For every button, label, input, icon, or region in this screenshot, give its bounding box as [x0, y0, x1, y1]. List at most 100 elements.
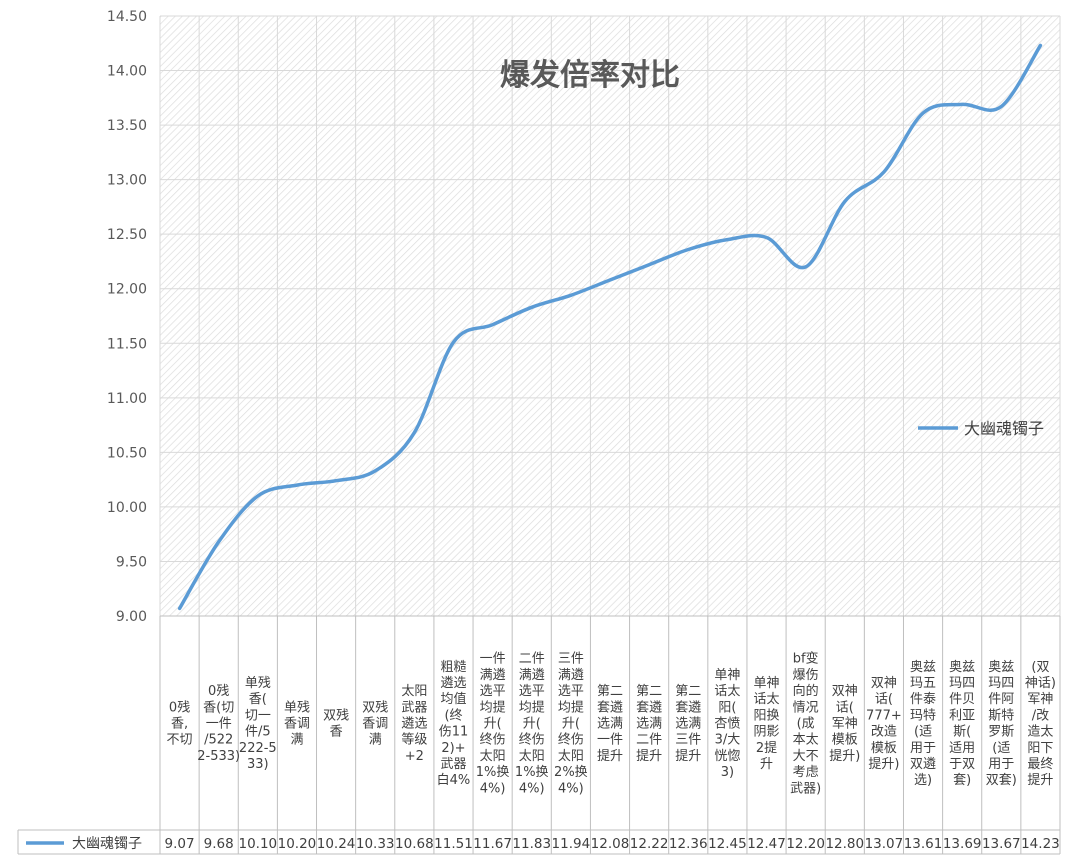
table-value-cell: 14.23	[1021, 836, 1060, 852]
category-label: 奥兹玛五件泰玛特 (适用于双遴选)	[910, 660, 936, 788]
category-label-line: 0残	[208, 684, 229, 699]
category-label-line: 白4%	[437, 772, 471, 788]
category-label-line: +2	[405, 749, 424, 764]
category-label: 奥兹玛四件阿斯特罗斯(适用于双套)	[986, 660, 1017, 788]
category-label-line: 神话)	[1025, 676, 1056, 691]
category-label-line: 双残	[323, 708, 349, 723]
table-value-cell: 12.20	[786, 836, 825, 852]
category-label-line: 终伤	[558, 732, 584, 748]
category-label-line: (适	[992, 741, 1010, 756]
table-series-name: 大幽魂镯子	[72, 836, 142, 852]
category-label-line: 本太	[793, 733, 819, 748]
category-label-line: 2%换	[554, 765, 588, 780]
category-label-line: 斯特	[988, 708, 1014, 723]
category-label: 双残香	[323, 708, 349, 739]
category-label-line: 单残	[284, 700, 310, 715]
category-label-line: 香调	[362, 717, 388, 732]
category-label-line: 升(	[484, 717, 502, 732]
category-label-line: 向的	[793, 683, 819, 699]
table-value-cell: 12.36	[669, 836, 708, 852]
table-value-cell: 12.45	[708, 836, 747, 852]
category-label-line: 均提	[519, 699, 545, 715]
category-label-line: 阳下	[1027, 741, 1053, 756]
plot-area	[160, 16, 1060, 616]
category-label-line: (适	[914, 725, 932, 740]
category-label-line: 最终	[1027, 756, 1053, 772]
y-tick-label: 14.00	[107, 64, 147, 80]
category-label-line: 香调	[284, 717, 310, 732]
category-label-line: 选平	[480, 684, 506, 699]
category-label-line: 香(切	[203, 700, 234, 715]
category-label-line: 2提	[756, 740, 777, 756]
category-label-line: 话(	[875, 692, 893, 707]
category-label-line: 单残	[245, 676, 271, 691]
category-label-line: 件贝	[949, 692, 975, 707]
category-label-line: 件/5	[245, 725, 271, 740]
category-label-line: 适用	[949, 741, 975, 756]
category-label-line: 终伤	[480, 732, 506, 748]
category-label: 单残香调满	[284, 700, 310, 747]
category-label-line: 单神	[754, 676, 780, 691]
table-value-cell: 10.33	[356, 836, 395, 852]
table-value-cell: 12.80	[825, 836, 864, 852]
category-label-line: 太阳	[519, 749, 545, 764]
category-label-line: 一件	[480, 652, 506, 667]
category-label-line: (双	[1031, 660, 1049, 675]
category-label-line: 选平	[519, 684, 545, 699]
category-label: 第二套遴选满一件提升	[597, 684, 623, 764]
category-label: 一件满遴选平均提升(终伤太阳 1%换 4%)	[476, 652, 510, 797]
category-label-line: 用于	[988, 757, 1014, 772]
category-label-line: bf变	[793, 651, 819, 667]
category-label-line: 奥兹	[949, 660, 975, 675]
category-label-line: 套)	[953, 772, 971, 788]
y-tick-label: 12.50	[107, 227, 147, 243]
y-tick-label: 10.50	[107, 445, 147, 461]
y-tick-label: 10.00	[107, 500, 147, 516]
category-label: 双神话(777+ 改造模板提升)	[866, 676, 902, 772]
y-tick-label: 9.00	[116, 609, 147, 625]
category-label-line: 222-5	[239, 741, 277, 756]
category-label-line: 套遴	[597, 699, 623, 715]
category-label: 二件满遴选平均提升(终伤太阳 1%换 4%)	[515, 652, 549, 797]
category-label-line: 太阳	[558, 749, 584, 764]
category-label-line: 二件	[636, 733, 662, 748]
category-label-line: 选平	[558, 684, 584, 699]
category-label: 双神话(军神模板提升)	[829, 684, 860, 764]
category-label-line: 不切	[167, 733, 193, 748]
category-label-line: 第二	[636, 684, 662, 699]
category-label-line: 提升)	[868, 756, 899, 772]
category-label: 第二套遴选满三件提升	[675, 684, 701, 764]
category-label-line: 选满	[597, 717, 623, 732]
category-label-line: 升(	[523, 717, 541, 732]
table-value-cell: 10.68	[395, 836, 434, 852]
category-label-line: 满遴	[519, 668, 545, 683]
category-label-line: 奥兹	[910, 660, 936, 675]
category-label-line: 武器)	[790, 781, 821, 796]
table-value-cell: 11.94	[552, 836, 591, 852]
category-label-line: 3)	[721, 765, 734, 780]
category-label-line: 情况	[793, 700, 819, 715]
table-value-cell: 13.67	[982, 836, 1021, 852]
category-label-line: 玛四	[949, 676, 975, 691]
category-label-line: 香(	[249, 692, 267, 707]
category-label-line: 太阳	[401, 684, 427, 699]
category-label-line: 件阿	[988, 692, 1014, 707]
table-value-cell: 10.24	[317, 836, 356, 852]
category-label-line: 等级	[401, 732, 427, 748]
category-label-line: 4%)	[558, 781, 584, 796]
category-label: 奥兹玛四件贝利亚斯(适用于双套)	[949, 660, 975, 788]
table-value-cell: 11.67	[473, 836, 512, 852]
category-label-line: 双神	[871, 676, 897, 691]
category-label-line: 满	[369, 733, 382, 748]
category-label-line: 于双	[949, 757, 975, 772]
category-label: 太阳武器遴选等级+2	[401, 684, 427, 764]
category-label-line: 0残	[169, 700, 190, 715]
category-label-line: 遴选	[440, 676, 466, 691]
category-label-line: 伤11	[439, 725, 469, 740]
category-label-line: 杏愤	[714, 717, 740, 732]
legend: 大幽魂镯子	[918, 419, 1044, 438]
chart-title: 爆发倍率对比	[500, 58, 680, 93]
category-label-line: 话太	[714, 684, 740, 699]
category-label-line: 选满	[675, 717, 701, 732]
